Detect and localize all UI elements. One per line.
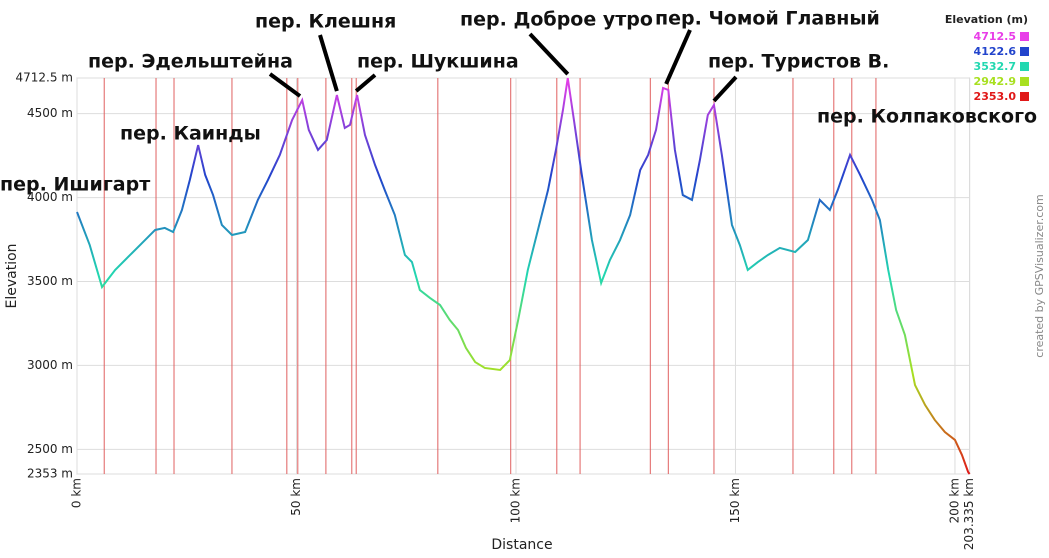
legend-label: 3532.7: [974, 60, 1016, 73]
plot-area: [76, 77, 971, 475]
x-tick-label: 150 km: [728, 478, 742, 523]
annotation-arrow: [664, 29, 692, 85]
y-tick-label: 2353 m: [27, 467, 73, 481]
annotation: пер. Каинды: [120, 123, 261, 145]
annotation: пер. Туристов В.: [708, 51, 889, 73]
annotation-arrow: [354, 73, 377, 93]
y-tick-label: 2500 m: [27, 442, 73, 456]
x-axis-title: Distance: [491, 537, 552, 553]
y-tick-label: 3000 m: [27, 358, 73, 372]
y-tick-label: 3500 m: [27, 274, 73, 288]
x-tick-label: 0 km: [70, 478, 84, 508]
annotation: пер. Ишигарт: [0, 174, 150, 196]
annotation: пер. Шукшина: [357, 51, 519, 73]
elevation-line: [76, 77, 971, 475]
y-tick-label: 4000 m: [27, 190, 73, 204]
legend-swatch: [1020, 77, 1029, 86]
x-tick-label: 203.335 km: [962, 478, 976, 550]
annotation: пер. Доброе утро: [460, 9, 653, 31]
credit: created by GPSVisualizer.com: [1033, 194, 1046, 357]
annotation: пер. Чомой Главный: [655, 8, 880, 30]
annotation: пер. Клешня: [255, 11, 396, 33]
y-axis-title: Elevation: [4, 243, 20, 308]
legend-swatch: [1020, 47, 1029, 56]
annotation: пер. Эдельштейна: [88, 51, 293, 73]
y-tick-label: 4712.5 m: [16, 71, 74, 85]
legend-swatch: [1020, 92, 1029, 101]
legend-label: 2942.9: [974, 75, 1016, 88]
x-tick-label: 50 km: [289, 478, 303, 516]
x-tick-label: 200 km: [947, 478, 961, 523]
legend-swatch: [1020, 32, 1029, 41]
annotation: пер. Колпаковского: [817, 106, 1037, 128]
legend-title: Elevation (m): [945, 13, 1028, 26]
y-tick-label: 4500 m: [27, 106, 73, 120]
legend-label: 4122.6: [974, 45, 1017, 58]
annotation-arrow: [528, 32, 570, 76]
x-tick-label: 100 km: [508, 478, 522, 523]
annotation-arrow: [712, 75, 738, 103]
annotation-arrow: [268, 72, 302, 98]
legend-label: 2353.0: [974, 90, 1017, 103]
legend-swatch: [1020, 62, 1029, 71]
legend-label: 4712.5: [974, 30, 1016, 43]
annotation-arrow: [318, 34, 339, 92]
